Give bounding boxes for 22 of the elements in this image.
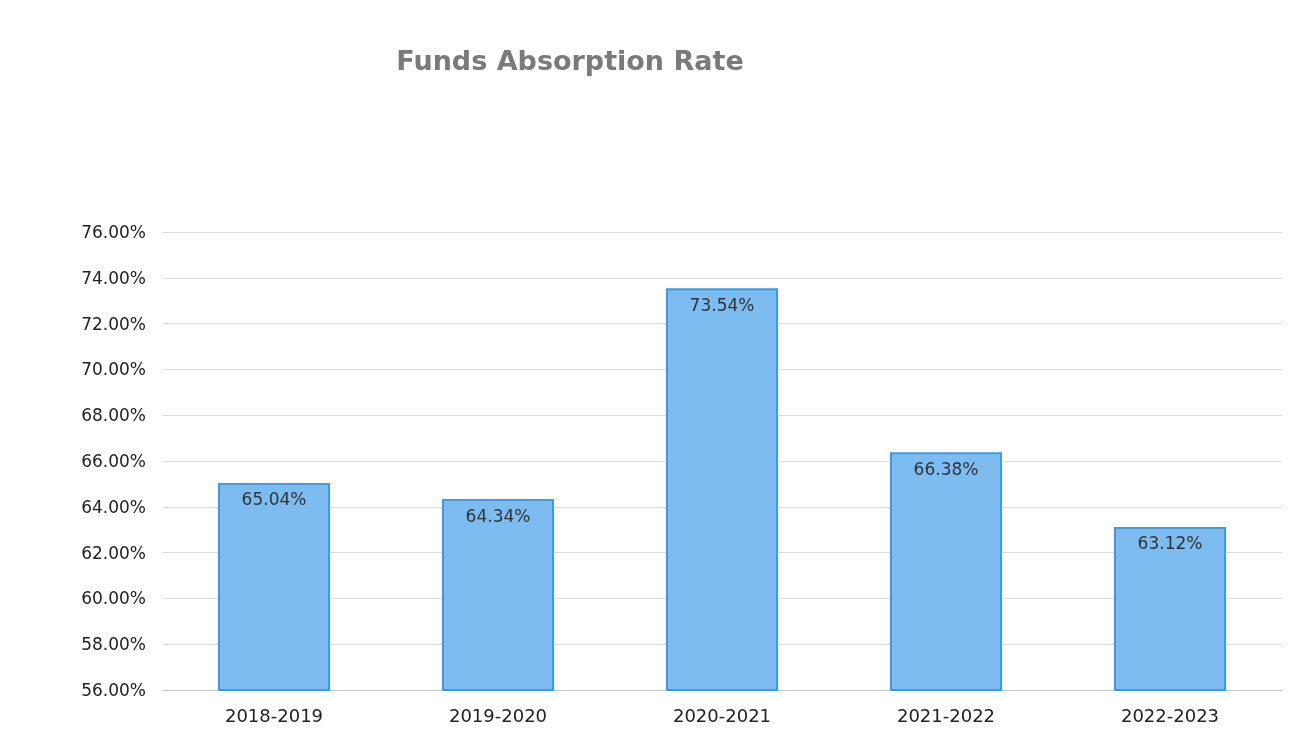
y-tick-label: 70.00% [81,359,146,380]
x-tick-label: 2022-2023 [1120,704,1220,726]
data-label: 63.12% [1137,533,1203,554]
y-tick-label: 68.00% [81,405,146,426]
y-tick-label: 60.00% [81,588,146,609]
x-tick-label: 2018-2019 [224,704,324,726]
y-tick-label: 58.00% [81,634,146,655]
x-tick-label: 2020-2021 [672,704,772,726]
y-tick-label: 66.00% [81,451,146,471]
y-tick-label: 56.00% [81,680,146,700]
data-label: 65.04% [241,489,307,510]
data-label: 66.38% [913,458,979,479]
x-tick-label: 2019-2020 [448,704,548,726]
data-label: 64.34% [465,505,531,526]
y-tick-label: 74.00% [81,267,146,288]
chart-title: Funds Absorption Rate [396,45,744,76]
y-tick-label: 72.00% [81,313,146,334]
y-tick-label: 64.00% [81,496,146,517]
data-label: 73.54% [689,294,755,315]
y-tick-label: 76.00% [81,222,146,242]
y-tick-label: 62.00% [81,542,146,563]
x-tick-label: 2021-2022 [896,704,996,726]
